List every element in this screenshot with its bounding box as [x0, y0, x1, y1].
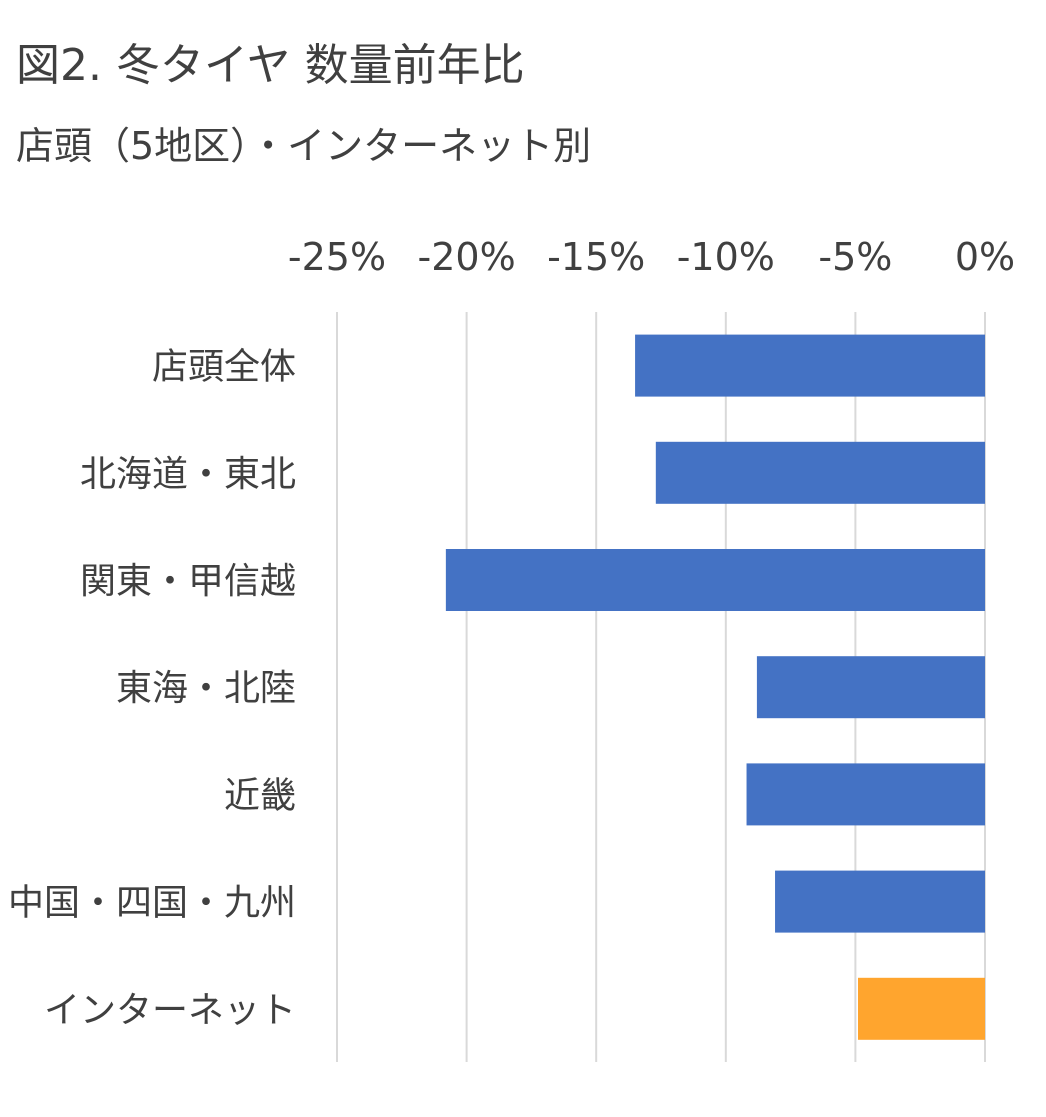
category-label: 東海・北陸: [116, 668, 296, 709]
bar: [857, 977, 985, 1040]
bar: [445, 549, 985, 611]
x-tick-label: -5%: [818, 235, 892, 279]
category-label: 北海道・東北: [80, 454, 296, 495]
bar: [635, 334, 985, 397]
category-label: 近畿: [224, 775, 296, 816]
x-tick-label: -20%: [418, 235, 516, 279]
x-tick-label: -10%: [677, 235, 775, 279]
category-label: 関東・甲信越: [80, 561, 296, 602]
chart-title: 図2. 冬タイヤ 数量前年比: [16, 40, 525, 91]
category-label: インターネット: [44, 990, 296, 1031]
x-tick-label: -25%: [288, 235, 386, 279]
bar: [746, 763, 985, 826]
category-label: 中国・四国・九州: [8, 883, 296, 924]
bar: [655, 441, 985, 504]
chart-subtitle: 店頭（5地区）・インターネット別: [16, 124, 592, 168]
bar: [756, 656, 985, 719]
x-tick-label: -15%: [547, 235, 645, 279]
bar: [775, 870, 985, 933]
category-label: 店頭全体: [152, 347, 296, 388]
x-tick-label: 0%: [955, 235, 1015, 279]
